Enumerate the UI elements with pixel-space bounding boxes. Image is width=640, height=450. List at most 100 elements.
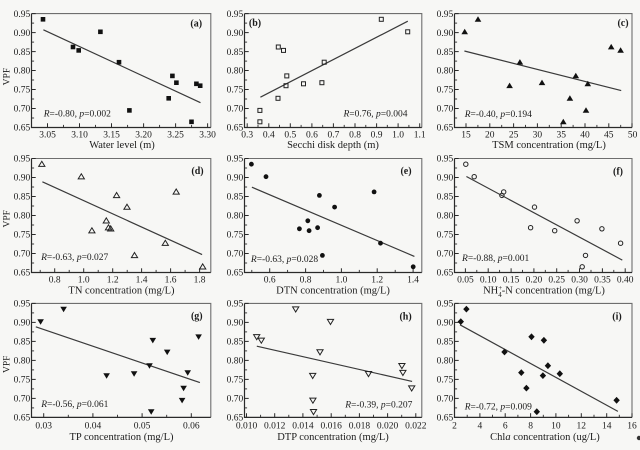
svg-text:0.75: 0.75	[437, 86, 454, 96]
svg-text:0.90: 0.90	[227, 29, 244, 39]
svg-text:1.8: 1.8	[194, 276, 206, 286]
svg-text:0.90: 0.90	[227, 174, 244, 184]
svg-text:0.85: 0.85	[227, 48, 244, 58]
svg-text:TN concentration (mg/L): TN concentration (mg/L)	[68, 286, 175, 297]
svg-text:0.80: 0.80	[227, 67, 244, 77]
svg-text:0.010: 0.010	[236, 422, 258, 432]
svg-text:(f): (f)	[613, 166, 623, 177]
svg-text:R=-0.72, p=0.009: R=-0.72, p=0.009	[464, 403, 532, 413]
svg-text:0.018: 0.018	[349, 422, 371, 432]
svg-text:0.95: 0.95	[227, 155, 244, 165]
svg-text:10: 10	[551, 422, 561, 432]
svg-text:12: 12	[577, 422, 587, 432]
svg-text:14: 14	[602, 422, 612, 432]
svg-text:0.6: 0.6	[306, 131, 318, 141]
svg-text:0.04: 0.04	[85, 422, 102, 432]
svg-text:0.85: 0.85	[437, 48, 454, 58]
svg-text:TSM concentration (mg/L): TSM concentration (mg/L)	[492, 140, 606, 151]
svg-text:0.06: 0.06	[183, 422, 200, 432]
svg-text:0.25: 0.25	[548, 276, 565, 286]
svg-text:0.15: 0.15	[503, 276, 520, 286]
svg-text:3.10: 3.10	[71, 131, 88, 141]
svg-text:0.65: 0.65	[437, 269, 454, 279]
svg-text:0.70: 0.70	[227, 250, 244, 260]
svg-text:1.6: 1.6	[165, 276, 177, 286]
svg-text:1.0: 1.0	[78, 276, 90, 286]
svg-text:0.70: 0.70	[14, 105, 31, 115]
svg-text:(d): (d)	[191, 166, 203, 177]
svg-text:3.20: 3.20	[135, 131, 152, 141]
svg-text:0.65: 0.65	[227, 269, 244, 279]
svg-text:1.0: 1.0	[392, 131, 404, 141]
svg-text:TP concentration (mg/L): TP concentration (mg/L)	[70, 432, 174, 443]
svg-text:3.05: 3.05	[39, 131, 56, 141]
svg-text:20: 20	[485, 131, 495, 141]
svg-text:0.75: 0.75	[227, 376, 244, 386]
svg-text:45: 45	[604, 131, 614, 141]
svg-text:0.4: 0.4	[263, 131, 275, 141]
svg-text:VPF: VPF	[2, 356, 12, 373]
svg-text:0.90: 0.90	[437, 319, 454, 329]
svg-text:1.2: 1.2	[107, 276, 119, 286]
svg-text:0.80: 0.80	[437, 67, 454, 77]
svg-text:1.2: 1.2	[371, 276, 383, 286]
svg-text:0.65: 0.65	[227, 124, 244, 134]
svg-text:2: 2	[452, 422, 457, 432]
svg-text:1.0: 1.0	[335, 276, 347, 286]
svg-text:0.5: 0.5	[284, 131, 296, 141]
svg-text:0.95: 0.95	[227, 10, 244, 20]
svg-text:16: 16	[627, 422, 637, 432]
svg-text:0.90: 0.90	[437, 174, 454, 184]
svg-text:(e): (e)	[400, 166, 411, 177]
svg-text:3.30: 3.30	[199, 131, 216, 141]
svg-text:0.014: 0.014	[292, 422, 314, 432]
svg-text:R=-0.40, p=0.194: R=-0.40, p=0.194	[464, 110, 532, 120]
svg-text:0.85: 0.85	[14, 193, 31, 203]
svg-text:0.40: 0.40	[617, 276, 634, 286]
svg-text:0.95: 0.95	[14, 300, 31, 310]
svg-text:8: 8	[528, 422, 533, 432]
svg-text:0.03: 0.03	[35, 422, 52, 432]
svg-text:0.85: 0.85	[227, 338, 244, 348]
svg-text:3.15: 3.15	[103, 131, 120, 141]
svg-text:0.05: 0.05	[457, 276, 474, 286]
svg-text:0.70: 0.70	[227, 105, 244, 115]
svg-text:R=-0.63, p=0.028: R=-0.63, p=0.028	[250, 255, 318, 265]
svg-text:0.35: 0.35	[594, 276, 611, 286]
svg-text:0.75: 0.75	[14, 376, 31, 386]
svg-text:0.8: 0.8	[300, 276, 312, 286]
svg-text:0.8: 0.8	[49, 276, 61, 286]
svg-text:35: 35	[556, 131, 566, 141]
svg-text:0.05: 0.05	[134, 422, 151, 432]
svg-text:0.8: 0.8	[349, 131, 361, 141]
svg-text:0.65: 0.65	[14, 269, 31, 279]
svg-text:0.95: 0.95	[14, 155, 31, 165]
svg-text:25: 25	[509, 131, 519, 141]
svg-text:(i): (i)	[612, 312, 621, 323]
svg-text:NH+4-N concentration (mg/L): NH+ 4-N concentration (mg/L)	[483, 284, 605, 299]
svg-text:R=-0.88, p=0.001: R=-0.88, p=0.001	[461, 254, 529, 264]
svg-text:0.75: 0.75	[14, 86, 31, 96]
svg-text:0.90: 0.90	[227, 319, 244, 329]
svg-text:R=-0.63, p=0.027: R=-0.63, p=0.027	[40, 253, 108, 263]
svg-text:0.95: 0.95	[14, 10, 31, 20]
svg-text:0.75: 0.75	[227, 231, 244, 241]
svg-text:(b): (b)	[249, 18, 261, 29]
svg-text:0.65: 0.65	[227, 414, 244, 424]
svg-text:0.3: 0.3	[241, 131, 253, 141]
svg-text:VPF: VPF	[2, 210, 12, 227]
svg-text:0.95: 0.95	[437, 300, 454, 310]
svg-text:6: 6	[503, 422, 508, 432]
svg-text:0.016: 0.016	[321, 422, 343, 432]
svg-text:DTN concentration (mg/L): DTN concentration (mg/L)	[276, 286, 390, 297]
svg-text:0.65: 0.65	[14, 414, 31, 424]
svg-text:0.85: 0.85	[14, 338, 31, 348]
svg-text:0.80: 0.80	[227, 212, 244, 222]
svg-text:Chla concentration (ug/L): Chla concentration (ug/L)	[490, 432, 600, 443]
svg-text:0.012: 0.012	[264, 422, 286, 432]
svg-text:1.4: 1.4	[136, 276, 148, 286]
svg-text:(h): (h)	[399, 311, 411, 322]
svg-text:0.80: 0.80	[437, 212, 454, 222]
svg-text:0.95: 0.95	[437, 10, 454, 20]
svg-text:0.90: 0.90	[437, 29, 454, 39]
